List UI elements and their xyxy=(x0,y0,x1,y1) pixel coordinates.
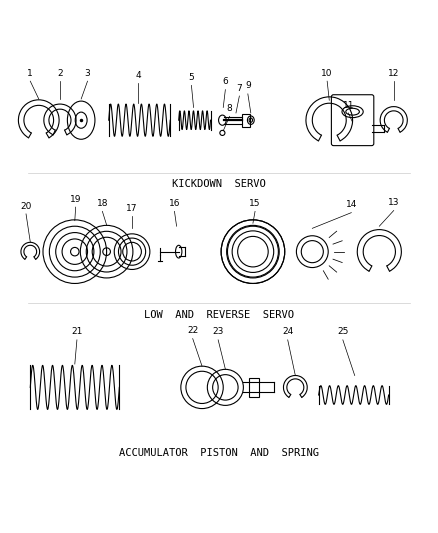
Text: 4: 4 xyxy=(136,71,141,80)
Text: 9: 9 xyxy=(245,82,251,91)
Text: 25: 25 xyxy=(337,327,349,336)
Text: 10: 10 xyxy=(321,69,333,78)
Text: 7: 7 xyxy=(237,84,242,93)
Text: 5: 5 xyxy=(188,73,194,82)
Text: 22: 22 xyxy=(187,326,198,335)
Text: 15: 15 xyxy=(249,199,261,208)
Bar xyxy=(249,378,259,397)
Text: 2: 2 xyxy=(57,69,63,78)
Text: 19: 19 xyxy=(70,195,81,204)
Text: 18: 18 xyxy=(97,199,108,208)
Text: 12: 12 xyxy=(388,69,399,78)
Text: 23: 23 xyxy=(212,327,224,336)
Text: 3: 3 xyxy=(85,69,90,78)
Text: ACCUMULATOR  PISTON  AND  SPRING: ACCUMULATOR PISTON AND SPRING xyxy=(119,448,319,458)
Text: 17: 17 xyxy=(126,204,138,213)
Bar xyxy=(242,114,250,126)
Text: 24: 24 xyxy=(282,327,293,336)
Text: 6: 6 xyxy=(223,77,228,86)
Text: 21: 21 xyxy=(71,327,83,336)
Text: 20: 20 xyxy=(20,201,32,211)
Text: 8: 8 xyxy=(227,104,233,113)
Text: 1: 1 xyxy=(28,69,33,78)
Text: 11: 11 xyxy=(343,101,354,110)
Text: 14: 14 xyxy=(346,200,357,209)
Text: 13: 13 xyxy=(388,198,399,207)
Text: LOW  AND  REVERSE  SERVO: LOW AND REVERSE SERVO xyxy=(144,310,294,320)
Text: 16: 16 xyxy=(169,199,180,208)
Text: KICKDOWN  SERVO: KICKDOWN SERVO xyxy=(172,179,266,189)
